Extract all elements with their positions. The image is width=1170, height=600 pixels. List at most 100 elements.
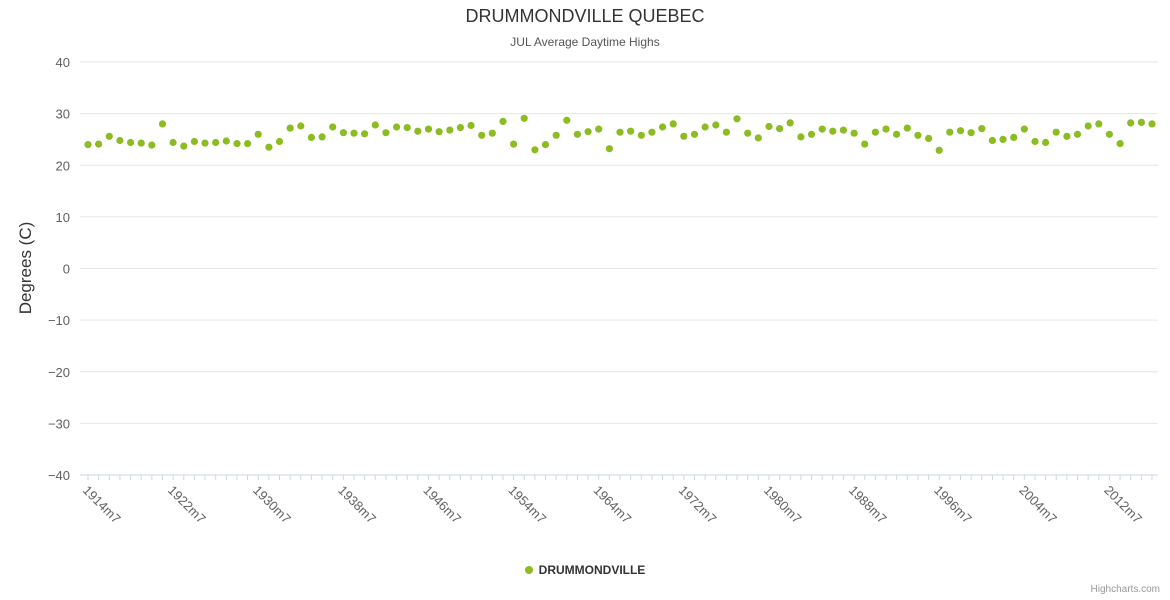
data-point[interactable] [882,125,890,133]
data-point[interactable] [669,120,677,128]
data-point[interactable] [552,131,560,139]
highcharts-credit[interactable]: Highcharts.com [1090,584,1160,595]
data-point[interactable] [1116,140,1124,148]
data-point[interactable] [403,124,411,132]
data-point[interactable] [361,130,369,138]
data-point[interactable] [988,136,997,145]
data-point[interactable] [414,127,422,135]
data-point[interactable] [105,132,113,140]
data-point[interactable] [339,129,347,137]
data-point[interactable] [148,141,156,149]
data-point[interactable] [456,124,464,132]
data-point[interactable] [127,138,135,147]
data-point[interactable] [531,146,539,154]
data-point[interactable] [659,123,667,131]
data-point[interactable] [1073,130,1082,138]
data-point[interactable] [903,124,911,132]
data-point[interactable] [307,133,315,141]
data-point[interactable] [180,142,188,150]
data-point[interactable] [744,129,752,137]
data-point[interactable] [776,125,784,133]
data-point[interactable] [265,143,273,151]
data-point[interactable] [1042,138,1050,147]
data-point[interactable] [850,129,858,137]
data-point[interactable] [1137,118,1145,126]
data-point[interactable] [967,129,975,137]
data-point[interactable] [818,125,826,133]
data-point[interactable] [190,137,198,146]
data-point[interactable] [1010,133,1018,141]
data-point[interactable] [616,128,624,136]
data-point[interactable] [584,128,592,136]
data-point[interactable] [690,130,699,138]
data-point[interactable] [712,121,720,129]
data-point[interactable] [733,115,741,123]
data-point[interactable] [999,135,1007,143]
data-point[interactable] [233,140,241,148]
data-point[interactable] [318,133,326,141]
data-point[interactable] [478,131,486,139]
data-point[interactable] [212,138,220,147]
data-point[interactable] [722,128,731,136]
data-point[interactable] [541,141,550,149]
data-point[interactable] [925,134,933,142]
data-point[interactable] [861,140,869,148]
data-point[interactable] [786,119,794,127]
data-point[interactable] [222,137,230,145]
data-point[interactable] [254,130,262,138]
data-point[interactable] [701,123,709,131]
data-point[interactable] [871,128,880,136]
data-point[interactable] [765,122,773,131]
data-point[interactable] [201,139,209,147]
data-point[interactable] [595,125,603,133]
data-point[interactable] [573,130,582,138]
data-point[interactable] [754,134,762,142]
data-point[interactable] [244,140,252,148]
data-point[interactable] [84,141,92,149]
data-point[interactable] [435,128,443,136]
data-point[interactable] [382,129,390,137]
data-point[interactable] [680,132,688,140]
data-point[interactable] [169,138,177,147]
data-point[interactable] [946,128,954,136]
data-point[interactable] [158,120,167,128]
data-point[interactable] [1095,120,1103,128]
data-point[interactable] [509,140,518,148]
data-point[interactable] [137,139,145,147]
data-point[interactable] [350,129,358,137]
data-point[interactable] [648,128,656,136]
data-point[interactable] [95,140,103,148]
data-point[interactable] [499,117,507,125]
data-point[interactable] [329,123,337,131]
data-point[interactable] [116,136,124,145]
data-point[interactable] [935,146,943,154]
data-point[interactable] [807,130,816,138]
data-point[interactable] [1020,125,1028,133]
data-point[interactable] [797,133,805,141]
data-point[interactable] [1031,137,1039,146]
data-point[interactable] [893,130,901,138]
data-point[interactable] [1148,120,1156,128]
data-point[interactable] [829,127,837,135]
data-point[interactable] [914,131,922,139]
data-point[interactable] [605,145,614,153]
data-point[interactable] [393,123,401,131]
data-point[interactable] [1127,119,1135,127]
data-point[interactable] [637,131,645,139]
data-point[interactable] [520,114,528,122]
data-point[interactable] [1105,130,1113,138]
data-point[interactable] [297,122,305,130]
data-point[interactable] [286,124,294,132]
data-point[interactable] [956,127,965,135]
data-point[interactable] [371,121,379,129]
data-point[interactable] [1084,122,1092,130]
data-point[interactable] [488,129,496,137]
data-point[interactable] [839,126,848,134]
data-point[interactable] [467,121,475,130]
data-point[interactable] [563,116,571,124]
data-point[interactable] [978,125,986,133]
data-point[interactable] [275,137,284,146]
legend[interactable]: DRUMMONDVILLE [0,563,1170,577]
data-point[interactable] [446,126,454,134]
data-point[interactable] [1052,128,1060,136]
